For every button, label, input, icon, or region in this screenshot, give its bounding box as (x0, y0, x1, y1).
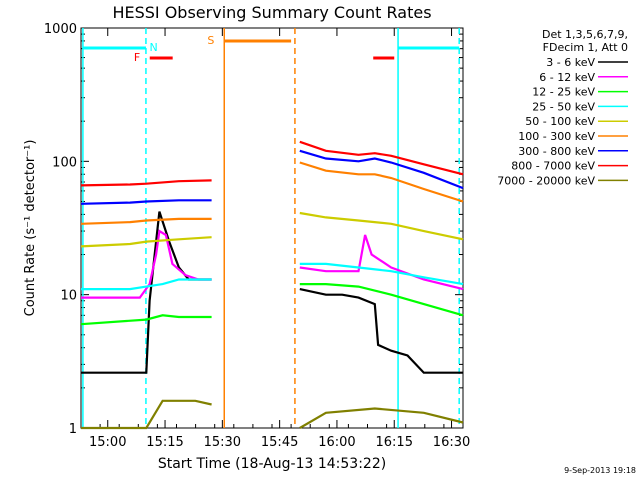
x-tick-label: 16:30 (433, 435, 470, 450)
series-line-6-seg0 (80, 199, 212, 205)
date-stamp: 9-Sep-2013 19:18 (564, 466, 636, 475)
annotation-s: S (207, 34, 214, 47)
x-tick-label: 15:45 (261, 435, 298, 450)
x-tick-label: 15:30 (204, 435, 241, 450)
series-line-8-seg0 (81, 399, 212, 430)
series-line-1-seg1 (299, 234, 464, 291)
series-line-7-seg1 (299, 140, 464, 176)
x-tick-label: 16:15 (376, 435, 413, 450)
legend-header-1: Det 1,3,5,6,7,9, (542, 28, 628, 41)
y-axis-label: Count Rate (s⁻¹ detector⁻¹) (23, 140, 38, 317)
series-line-2-seg0 (80, 314, 212, 326)
legend-label: 3 - 6 keV (546, 56, 595, 69)
series-line-3-seg0 (81, 278, 212, 291)
series-line-6-seg1 (299, 149, 464, 190)
y-tick-label: 100 (52, 155, 77, 170)
legend-label: 100 - 300 keV (518, 130, 595, 143)
legend-label: 12 - 25 keV (532, 86, 595, 99)
chart-title: HESSI Observing Summary Count Rates (112, 3, 431, 22)
series-line-0-seg1 (299, 288, 463, 374)
legend-label: 6 - 12 keV (539, 71, 595, 84)
y-tick-label: 1 (69, 422, 77, 437)
series-line-5-seg0 (80, 217, 212, 225)
series-line-2-seg1 (299, 283, 464, 317)
legend-label: 50 - 100 keV (525, 115, 595, 128)
legend-label: 300 - 800 keV (518, 145, 595, 158)
series-line-5-seg1 (299, 161, 464, 203)
y-tick-label: 10 (60, 289, 77, 304)
x-tick-label: 15:15 (146, 435, 183, 450)
annotation-f: F (134, 51, 140, 64)
series-line-1-seg0 (81, 229, 212, 299)
legend-label: 7000 - 20000 keV (497, 174, 595, 187)
annotation-n: N (149, 41, 157, 54)
series-line-8-seg1 (299, 407, 464, 429)
legend-label: 25 - 50 keV (532, 100, 595, 113)
series-line-4-seg1 (299, 211, 464, 241)
x-tick-label: 15:00 (89, 435, 126, 450)
y-tick-label: 1000 (44, 22, 77, 37)
series-line-3-seg1 (299, 262, 464, 286)
plot-area: 15:00 15:15 15:30 15:45 16:00 16:15 16:30 1 10 10… (44, 22, 470, 450)
legend-header-2: FDecim 1, Att 0 (543, 41, 628, 54)
series-line-7-seg0 (80, 179, 212, 187)
x-tick-label: 16:00 (318, 435, 355, 450)
x-axis-label: Start Time (18-Aug-13 14:53:22) (158, 456, 386, 472)
series-line-4-seg0 (80, 236, 212, 248)
legend-label: 800 - 7000 keV (511, 160, 595, 173)
